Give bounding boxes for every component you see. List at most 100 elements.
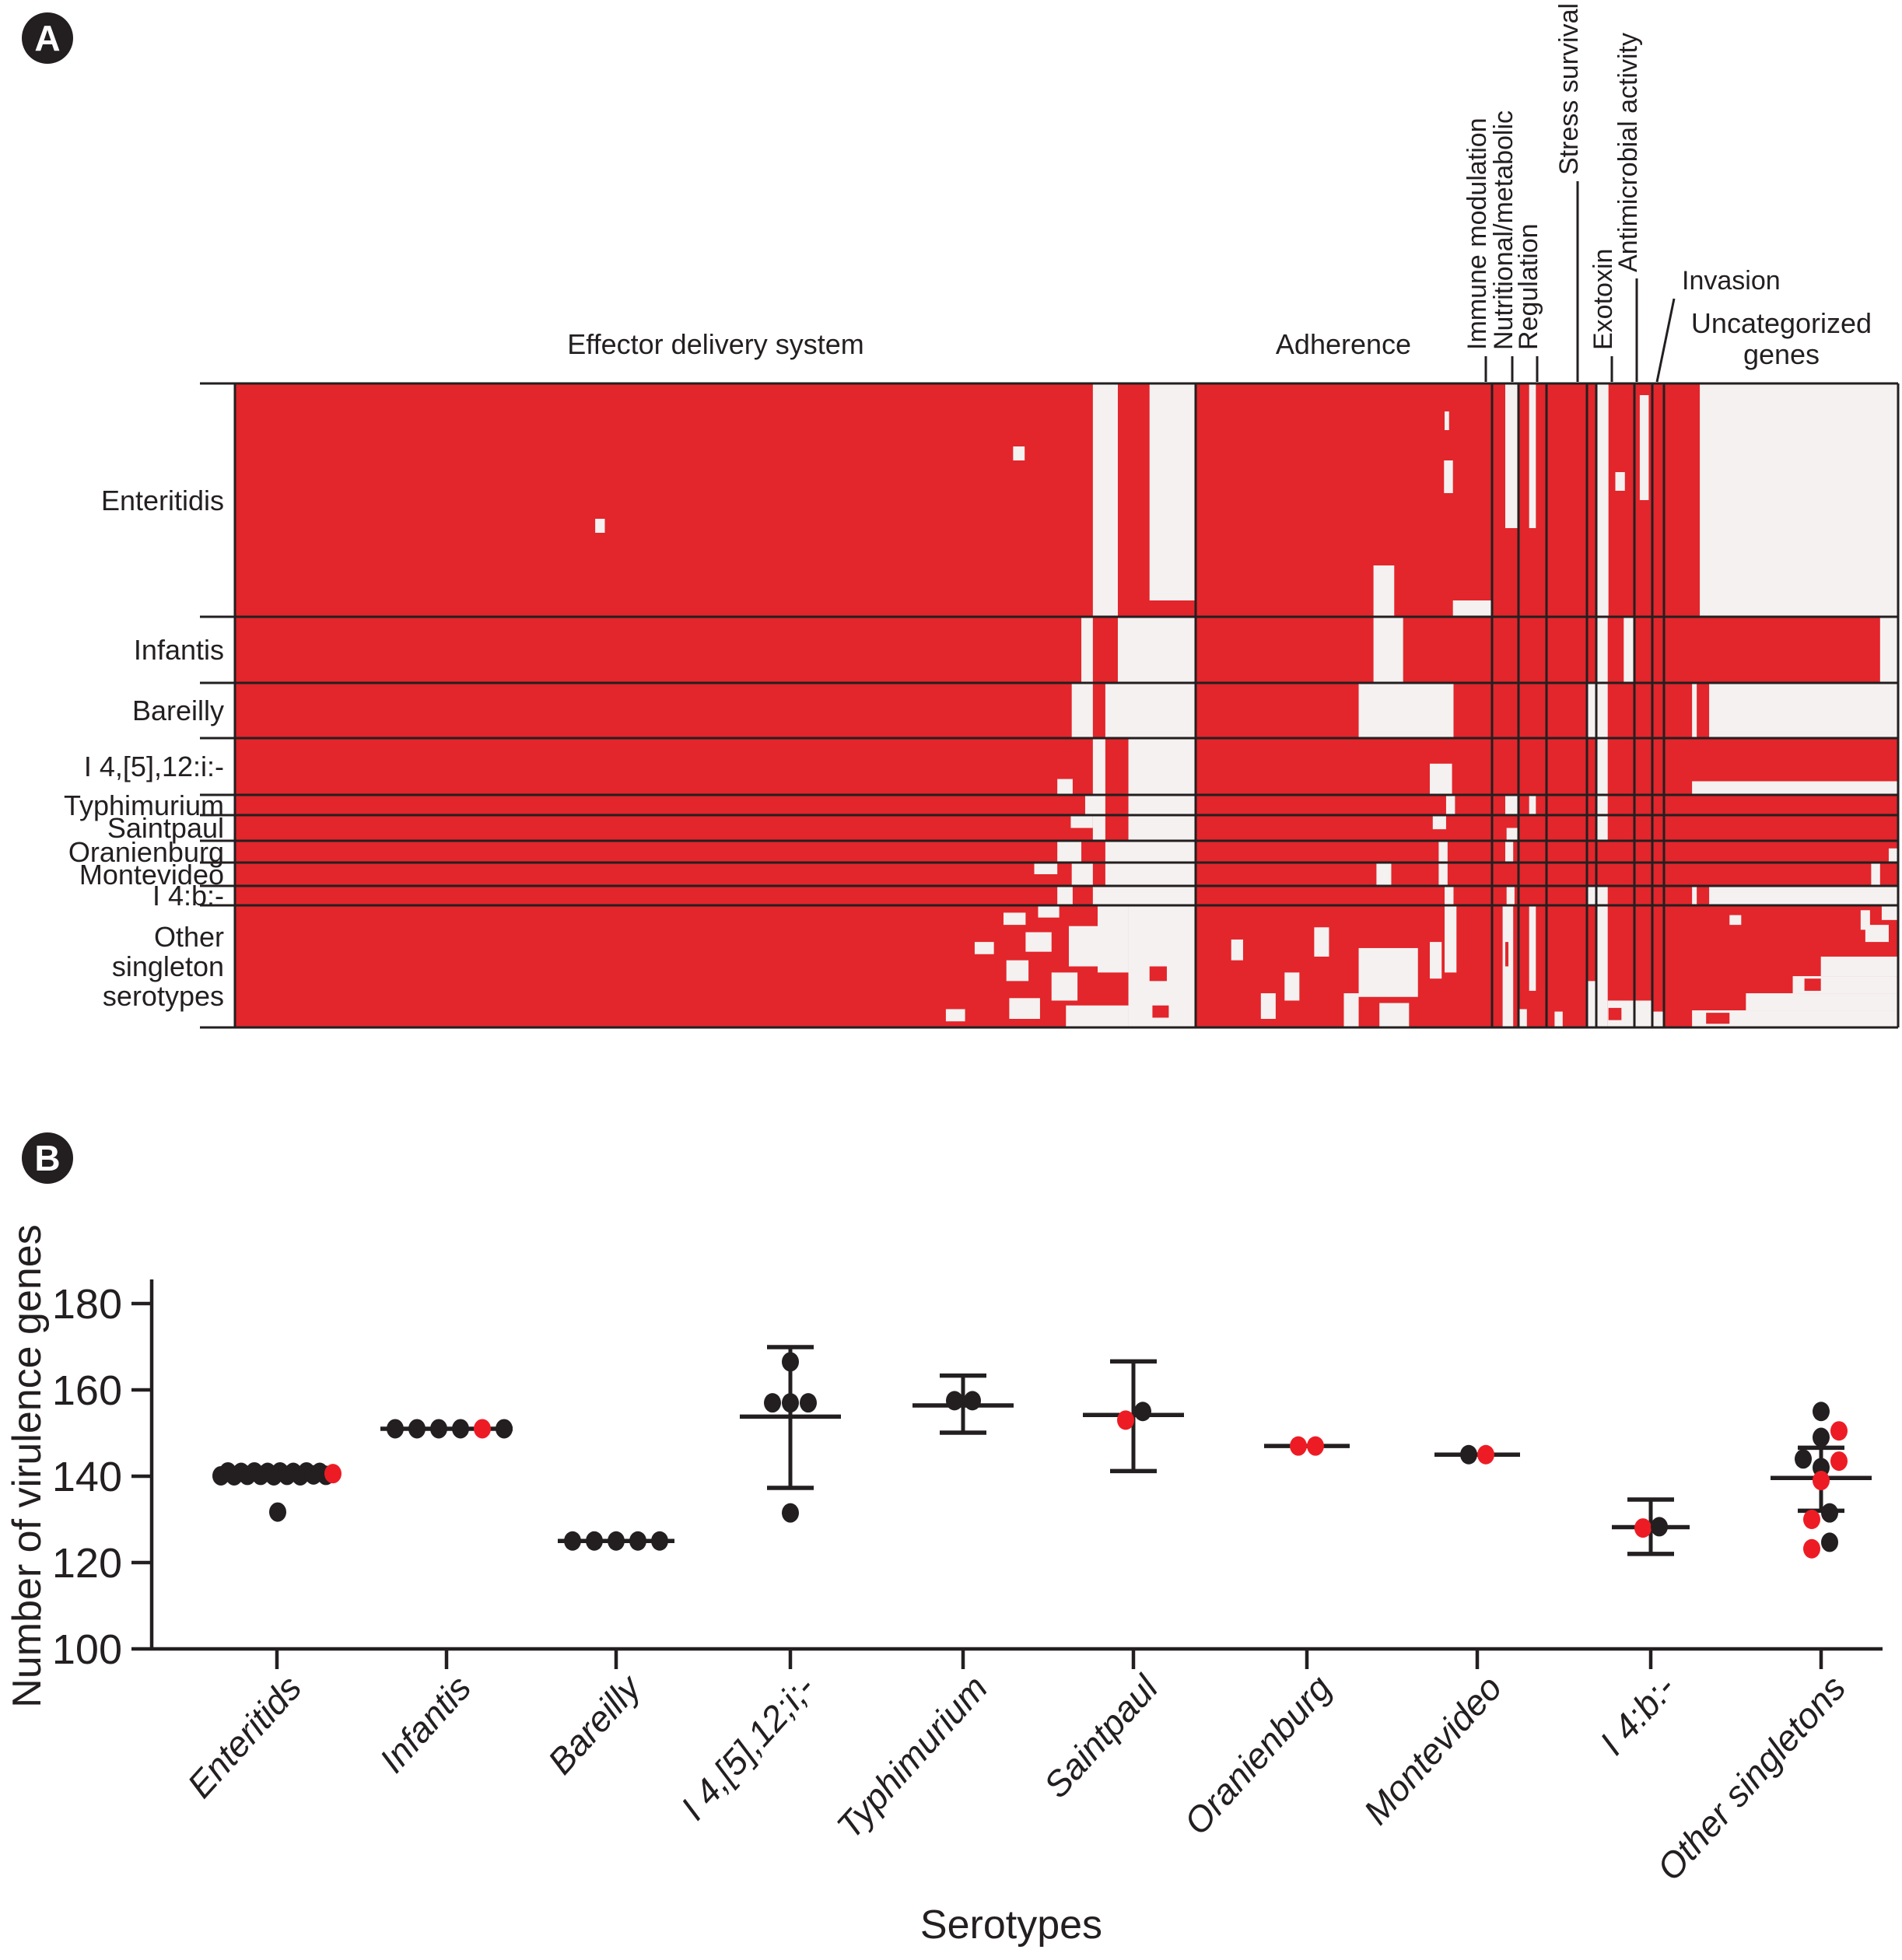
data-point-red bbox=[1307, 1436, 1324, 1456]
data-point-black bbox=[1821, 1532, 1838, 1552]
heatmap-absent-patch bbox=[1081, 617, 1093, 683]
heatmap-cell-block bbox=[1664, 841, 1898, 863]
heatmap-cell-block bbox=[1546, 815, 1587, 841]
y-tick-label: 120 bbox=[52, 1540, 122, 1587]
invasion-leader-line bbox=[1655, 298, 1676, 383]
heatmap-absent-patch bbox=[1373, 565, 1395, 617]
heatmap-absent-patch bbox=[1260, 993, 1276, 1020]
heatmap-absent-patch bbox=[1587, 683, 1596, 738]
heatmap-cell-block bbox=[235, 886, 1196, 905]
heatmap-absent-patch bbox=[1071, 863, 1093, 886]
heatmap-absent-patch bbox=[1529, 383, 1536, 528]
heatmap-cell-block bbox=[1634, 815, 1652, 841]
data-point-black bbox=[1821, 1503, 1838, 1523]
heatmap-absent-patch bbox=[1038, 905, 1060, 918]
heatmap-absent-patch bbox=[1105, 683, 1196, 738]
heatmap-absent-patch bbox=[1314, 927, 1329, 957]
heatmap-cell-block bbox=[1634, 617, 1652, 683]
rotated-category-label: Exotoxin bbox=[1589, 249, 1618, 350]
y-tick-label: 180 bbox=[52, 1281, 122, 1328]
data-point-black bbox=[586, 1531, 603, 1551]
heatmap-cell-block bbox=[1492, 617, 1518, 683]
heatmap-cell-block bbox=[1587, 738, 1596, 795]
heatmap-absent-patch bbox=[1376, 863, 1392, 886]
heatmap-cell-block bbox=[1546, 795, 1587, 815]
column-group-title: Adherence bbox=[1276, 328, 1411, 360]
heatmap-cell-block bbox=[1518, 683, 1546, 738]
x-category-label: Other singletons bbox=[1649, 1668, 1854, 1888]
data-point-red bbox=[1117, 1410, 1134, 1430]
heatmap-absent-patch bbox=[1071, 683, 1093, 738]
heatmap-absent-patch bbox=[1634, 1000, 1652, 1027]
heatmap-absent-patch bbox=[1057, 779, 1073, 795]
heatmap-cell-block bbox=[1518, 738, 1546, 795]
heatmap-cell-block bbox=[1492, 683, 1518, 738]
data-point-black bbox=[608, 1531, 625, 1551]
heatmap-absent-patch bbox=[1092, 738, 1105, 795]
heatmap-absent-patch bbox=[1429, 763, 1452, 795]
heatmap-cell-block bbox=[1518, 815, 1546, 841]
data-point-black bbox=[1460, 1444, 1477, 1465]
heatmap-absent-patch bbox=[1615, 472, 1625, 491]
serotype-row-label: singleton bbox=[112, 950, 224, 982]
heatmap-absent-patch bbox=[1879, 617, 1898, 683]
heatmap-absent-patch bbox=[1128, 815, 1196, 841]
data-point-red bbox=[1477, 1444, 1494, 1465]
heatmap-absent-patch bbox=[1070, 815, 1093, 828]
heatmap-absent-patch bbox=[1057, 841, 1082, 863]
heatmap-cell-block bbox=[1518, 886, 1546, 905]
x-category-label: Bareilly bbox=[540, 1666, 650, 1782]
heatmap-cell-block bbox=[1652, 863, 1664, 886]
heatmap-cell-block bbox=[1652, 841, 1664, 863]
heatmap-cell-block bbox=[1664, 815, 1898, 841]
heatmap-absent-patch bbox=[1149, 383, 1196, 600]
heatmap-cell-block bbox=[1652, 617, 1664, 683]
heatmap-absent-patch bbox=[1505, 795, 1518, 815]
serotype-row-label: serotypes bbox=[103, 980, 224, 1012]
heatmap-present-patch bbox=[1608, 1007, 1622, 1020]
heatmap-absent-patch bbox=[1373, 617, 1403, 683]
heatmap-cell-block bbox=[1546, 905, 1587, 1027]
heatmap-cell-block bbox=[1587, 815, 1596, 841]
heatmap-absent-patch bbox=[1624, 617, 1634, 683]
heatmap-absent-patch bbox=[1013, 446, 1025, 460]
heatmap-absent-patch bbox=[1729, 915, 1742, 926]
heatmap-absent-patch bbox=[1871, 863, 1880, 886]
heatmap-absent-patch bbox=[1505, 383, 1518, 528]
data-point-black bbox=[964, 1391, 981, 1411]
heatmap-absent-patch bbox=[1596, 738, 1608, 795]
heatmap-cell-block bbox=[235, 383, 1196, 617]
data-point-black bbox=[1134, 1402, 1151, 1422]
heatmap-absent-patch bbox=[1596, 815, 1608, 841]
heatmap-absent-patch bbox=[1587, 886, 1596, 905]
x-category-label: I 4,[5],12;i;- bbox=[673, 1668, 823, 1828]
heatmap-cell-block bbox=[1596, 841, 1634, 863]
uncategorized-label-line2: genes bbox=[1743, 338, 1820, 370]
heatmap-absent-patch bbox=[1445, 795, 1455, 815]
heatmap-absent-patch bbox=[1506, 828, 1518, 841]
data-point-black bbox=[782, 1352, 799, 1372]
heatmap-absent-patch bbox=[1092, 383, 1118, 617]
heatmap-present-patch bbox=[1804, 978, 1821, 991]
heatmap-absent-patch bbox=[1596, 683, 1608, 738]
heatmap-cell-block bbox=[1634, 905, 1652, 1027]
heatmap-cell-block bbox=[235, 905, 1196, 1027]
x-category-label: Enteritids bbox=[179, 1668, 309, 1805]
heatmap-absent-patch bbox=[1004, 912, 1026, 926]
heatmap-cell-block bbox=[1546, 886, 1587, 905]
rotated-category-label: Regulation bbox=[1514, 223, 1543, 350]
heatmap-cell-block bbox=[1634, 683, 1652, 738]
x-category-label: Saintpaul bbox=[1035, 1667, 1166, 1806]
heatmap-absent-patch bbox=[1358, 683, 1454, 738]
heatmap-cell-block bbox=[1634, 841, 1652, 863]
rotated-category-label: Immune modulation bbox=[1462, 117, 1492, 350]
heatmap-absent-patch bbox=[1438, 863, 1448, 886]
data-point-black bbox=[782, 1393, 799, 1413]
heatmap-cell-block bbox=[1196, 617, 1492, 683]
serotype-row-label: Enteritidis bbox=[101, 485, 224, 516]
panel-a-badge: A bbox=[22, 12, 73, 64]
heatmap-absent-patch bbox=[1432, 815, 1446, 830]
data-point-red bbox=[324, 1464, 342, 1484]
heatmap-absent-patch bbox=[1596, 795, 1608, 815]
